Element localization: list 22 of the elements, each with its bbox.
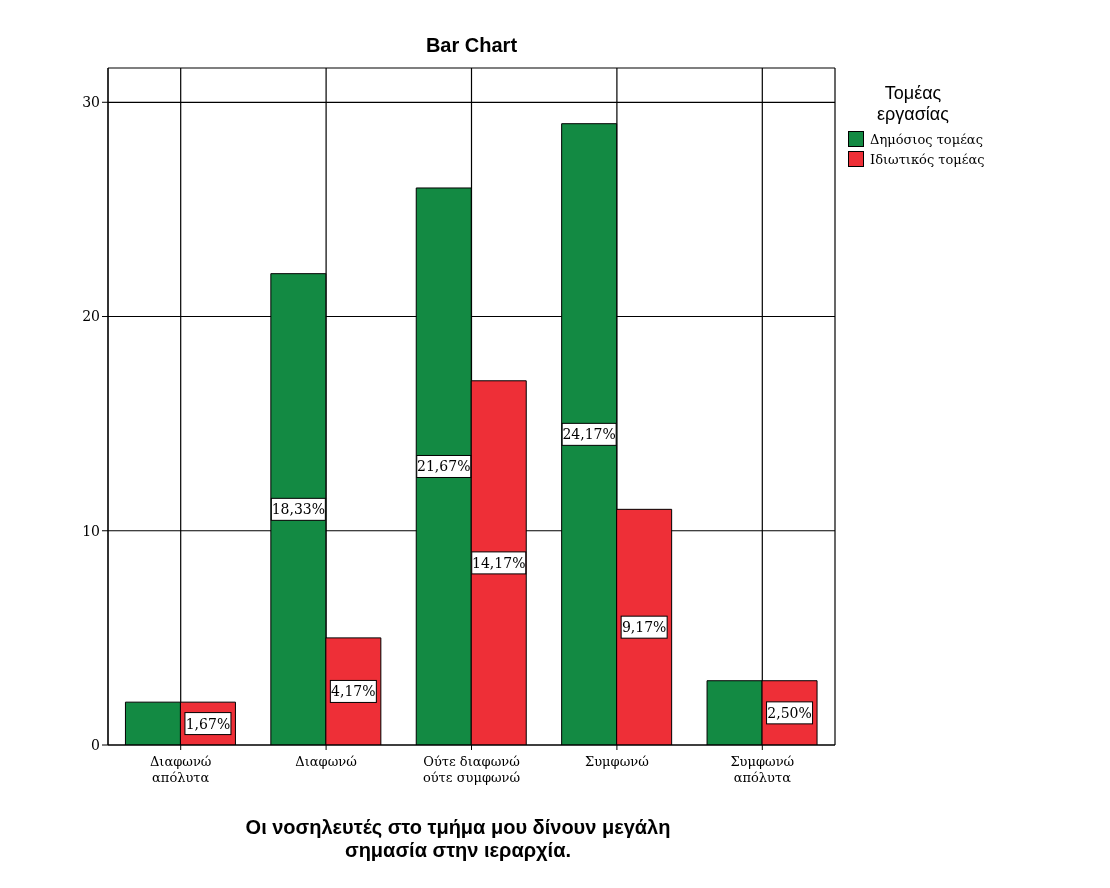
annotation: 1,67% [185, 715, 231, 732]
x-tick-label: Ούτε διαφωνώ ούτε συμφωνώ [422, 754, 521, 785]
x-tick-label: Διαφωνώ [295, 754, 357, 769]
legend-label: Δημόσιος τομέας [870, 131, 983, 147]
annotation: 4,17% [331, 683, 376, 700]
annotation: 21,67% [417, 458, 471, 475]
annotation: 18,33% [271, 501, 326, 518]
annotation: 24,17% [562, 426, 616, 443]
legend-title: Τομέας εργασίας [876, 83, 950, 125]
chart-title: Bar Chart [424, 34, 519, 57]
y-tick-label: 20 [82, 308, 100, 325]
y-tick-label: 0 [91, 736, 100, 753]
legend-label: Ιδιωτικός τομέας [870, 151, 985, 167]
y-tick-label: 30 [82, 94, 100, 111]
annotation: 2,50% [767, 704, 812, 721]
annotation: 9,17% [621, 619, 667, 636]
x-tick-label: Διαφωνώ απόλυτα [149, 754, 212, 785]
x-tick-label: Συμφωνώ απόλυτα [730, 754, 795, 785]
x-tick-label: Συμφωνώ [585, 754, 649, 769]
y-tick-label: 10 [82, 522, 100, 539]
x-axis-title: Οι νοσηλευτές στο τμήμα μου δίνουν μεγάλη σημασία στην ιεραρχία. [244, 816, 672, 862]
annotation: 14,17% [472, 554, 526, 571]
